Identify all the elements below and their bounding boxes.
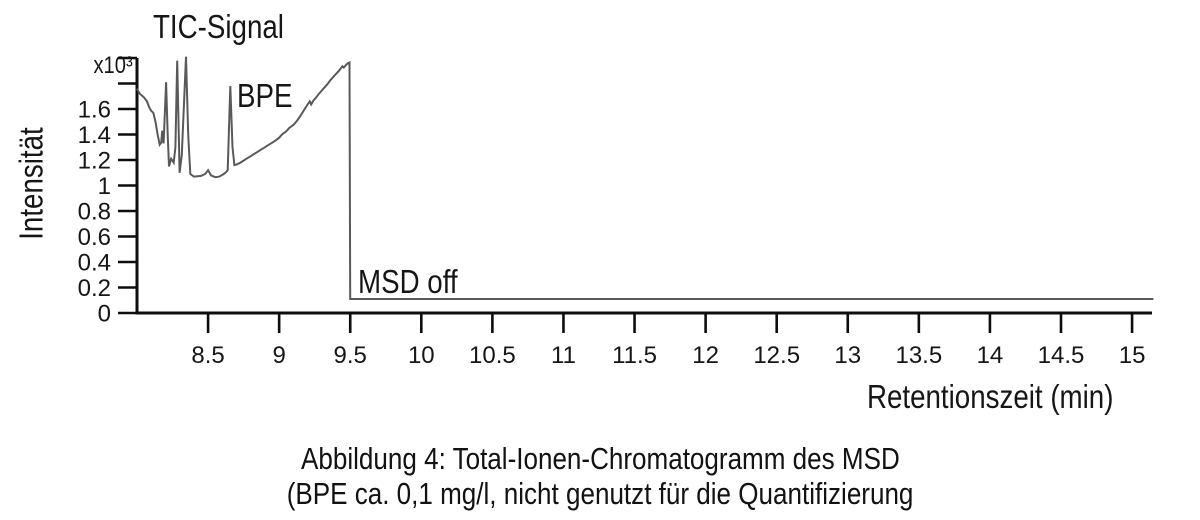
caption-line-1: Abbildung 4: Total-Ionen-Chromatogramm d…: [300, 441, 900, 476]
x-axis-title-text: Retentionszeit (min): [866, 378, 1113, 415]
figure-caption: Abbildung 4: Total-Ionen-Chromatogramm d…: [0, 441, 1200, 511]
y-axis-title-text: Intensität: [12, 127, 50, 240]
x-tick-label: 12: [692, 342, 719, 369]
tic-signal-text: TIC-Signal: [153, 8, 284, 45]
y-tick-label: 1.2: [78, 148, 111, 175]
y-axis-multiplier-text: x10³: [93, 52, 133, 79]
y-tick-label: 0.4: [78, 250, 111, 277]
y-axis-title: Intensität: [12, 123, 50, 251]
bpe-peak-annotation: BPE: [237, 79, 303, 112]
y-tick-label: 0.8: [78, 199, 111, 226]
x-tick-label: 11: [551, 342, 576, 369]
caption-line-2: (BPE ca. 0,1 mg/l, nicht genutzt für die…: [286, 476, 914, 511]
y-tick-label: 1.6: [78, 97, 111, 124]
tic-signal-line: [136, 56, 1154, 300]
x-tick-label: 11.5: [612, 342, 657, 369]
x-tick-label: 13.5: [895, 342, 942, 369]
y-axis-multiplier: x10³: [30, 54, 133, 78]
y-tick-label: 0.2: [78, 275, 111, 302]
x-tick-label: 8.5: [191, 342, 224, 369]
msd-off-annotation: MSD off: [358, 265, 477, 298]
x-tick-label: 9: [272, 342, 285, 369]
x-tick-label: 10: [408, 342, 435, 369]
y-tick-label: 1: [98, 173, 111, 200]
x-tick-label: 12.5: [753, 342, 800, 369]
x-tick-label: 9.5: [334, 342, 367, 369]
msd-off-text: MSD off: [358, 263, 458, 300]
y-tick-label: 1.4: [78, 122, 111, 149]
y-tick-label: 0: [98, 301, 111, 328]
chromatogram-plot: 00.20.40.60.811.21.41.6 8.5 9 9.5 10 10.5 11 11…: [78, 56, 1154, 369]
x-tick-label: 13: [834, 342, 861, 369]
y-tick-label: 0.6: [78, 224, 111, 251]
tic-signal-annotation: TIC-Signal: [153, 10, 309, 43]
x-axis-title: Retentionszeit (min): [790, 380, 1113, 413]
x-tick-label: 10.5: [469, 342, 516, 369]
bpe-peak-text: BPE: [237, 77, 293, 114]
x-tick-label: 14.5: [1038, 342, 1085, 369]
x-tick-label: 14: [977, 342, 1004, 369]
x-tick-label: 15: [1119, 342, 1146, 369]
